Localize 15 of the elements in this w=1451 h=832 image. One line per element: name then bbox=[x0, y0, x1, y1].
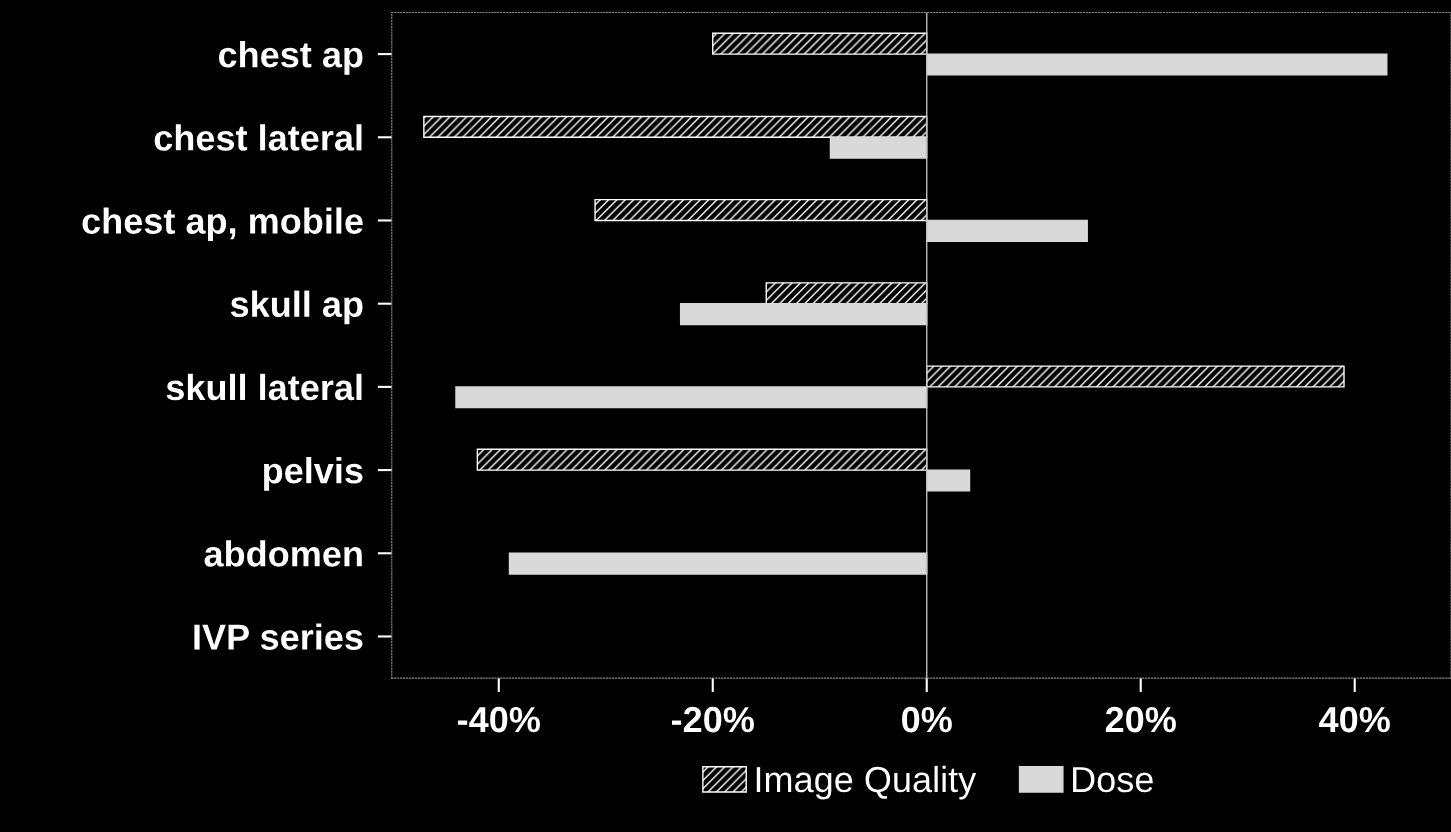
x-tick-label: 20% bbox=[1105, 706, 1176, 733]
y-tick-label: skull lateral bbox=[166, 373, 362, 401]
legend-label: Image Quality bbox=[756, 765, 977, 800]
y-tick-label: pelvis bbox=[264, 457, 363, 491]
y-tick-label: chest ap, mobile bbox=[82, 207, 363, 242]
y-tick-label: chest ap bbox=[218, 41, 363, 75]
x-tick-label: -40% bbox=[458, 706, 540, 733]
x-tick-label: 0% bbox=[902, 706, 952, 733]
y-tick-label: chest lateral bbox=[154, 124, 362, 151]
legend-label: Dose bbox=[1073, 767, 1153, 793]
y-tick-label: IVP series bbox=[194, 623, 363, 650]
y-tick-label: skull ap bbox=[230, 290, 363, 325]
x-tick-label: 40% bbox=[1319, 706, 1390, 733]
y-tick-label: abdomen bbox=[204, 540, 362, 567]
x-tick-label: -20% bbox=[672, 706, 754, 733]
